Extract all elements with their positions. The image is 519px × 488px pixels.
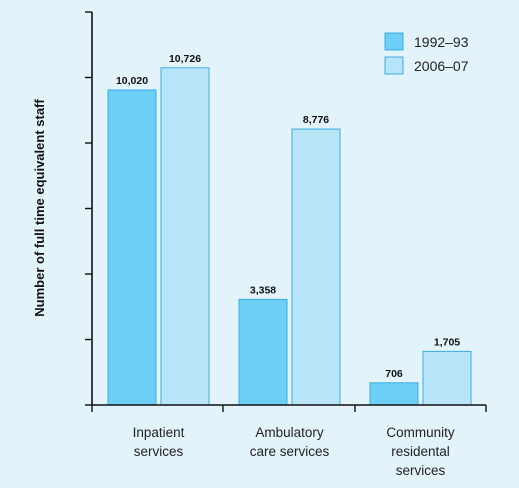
data-label-3-series-2: 1,705 xyxy=(434,336,460,348)
data-label-3-series-1: 706 xyxy=(385,368,403,380)
x-tick-labels-group: Inpatient services Ambulatory care services… xyxy=(133,425,455,478)
legend-label-2: 2006–07 xyxy=(414,58,469,74)
legend-swatch-1 xyxy=(384,32,404,51)
data-label-1-series-1: 10,020 xyxy=(116,75,148,87)
x-tick-label-1-line-2: services xyxy=(134,444,184,459)
bar-2-series-2 xyxy=(291,128,341,406)
bar-1-series-2 xyxy=(160,67,210,406)
bar-3-series-2 xyxy=(422,350,472,406)
y-axis-label: Number of full time equivalent staff xyxy=(32,99,47,317)
x-tick-label-3-line-1: Community xyxy=(386,425,455,440)
bars-group xyxy=(107,67,472,406)
data-labels-group: 10,020 10,726 3,358 8,776 706 1,705 xyxy=(116,53,460,380)
legend: 1992–93 2006–07 xyxy=(384,32,469,75)
bar-3-series-1 xyxy=(369,382,419,406)
legend-label-1: 1992–93 xyxy=(414,34,469,50)
x-tick-label-3-line-2: residental xyxy=(391,444,450,459)
x-tick-label-2-line-2: care services xyxy=(250,444,330,459)
legend-swatch-2 xyxy=(384,56,404,75)
data-label-2-series-1: 3,358 xyxy=(250,284,276,296)
bar-1-series-1 xyxy=(107,89,157,406)
axes-group xyxy=(85,11,487,412)
bar-2-series-1 xyxy=(238,298,288,406)
x-tick-label-3-line-3: services xyxy=(396,463,446,478)
x-tick-label-2-line-1: Ambulatory xyxy=(255,425,324,440)
data-label-2-series-2: 8,776 xyxy=(303,114,329,126)
data-label-1-series-2: 10,726 xyxy=(169,53,201,65)
x-tick-label-1-line-1: Inpatient xyxy=(133,425,185,440)
